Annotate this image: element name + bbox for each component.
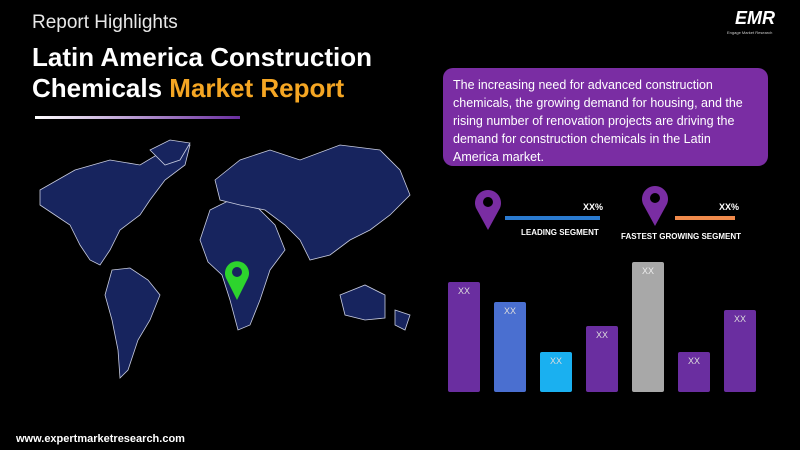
segment-label: LEADING SEGMENT	[521, 228, 599, 237]
bar-chart: XX XX XX XX XX XX XX	[448, 262, 756, 392]
bar	[678, 352, 710, 392]
title-highlight: Market Report	[169, 73, 345, 103]
bar	[632, 262, 664, 392]
segment-value: XX%	[719, 202, 740, 212]
title: Latin America Construction Chemicals Mar…	[32, 42, 432, 104]
bar	[540, 352, 572, 392]
segment-bar	[675, 216, 735, 220]
bar	[448, 282, 480, 392]
world-map	[39, 139, 411, 379]
title-text: Latin America Construction Chemicals	[32, 42, 372, 103]
bar-label: XX	[734, 314, 746, 324]
title-underline	[35, 116, 240, 119]
logo-tagline: Engage Market Research	[727, 30, 773, 35]
subtitle: Report Highlights	[32, 12, 178, 33]
bar-label: XX	[596, 330, 608, 340]
bar	[494, 302, 526, 392]
bar-label: XX	[642, 266, 654, 276]
location-pin	[225, 261, 249, 300]
bar-label: XX	[458, 286, 470, 296]
bar-label: XX	[550, 356, 562, 366]
description-box: The increasing need for advanced constru…	[443, 68, 768, 166]
logo: EMR	[735, 8, 775, 28]
bar-label: XX	[504, 306, 516, 316]
bar-label: XX	[688, 356, 700, 366]
segment-bar	[505, 216, 600, 220]
segment-value: XX%	[583, 202, 604, 212]
bar	[586, 326, 618, 392]
segment-label: FASTEST GROWING SEGMENT	[621, 232, 742, 241]
segment-pins	[475, 186, 668, 230]
bar	[724, 310, 756, 392]
footer-url: www.expertmarketresearch.com	[16, 433, 185, 445]
